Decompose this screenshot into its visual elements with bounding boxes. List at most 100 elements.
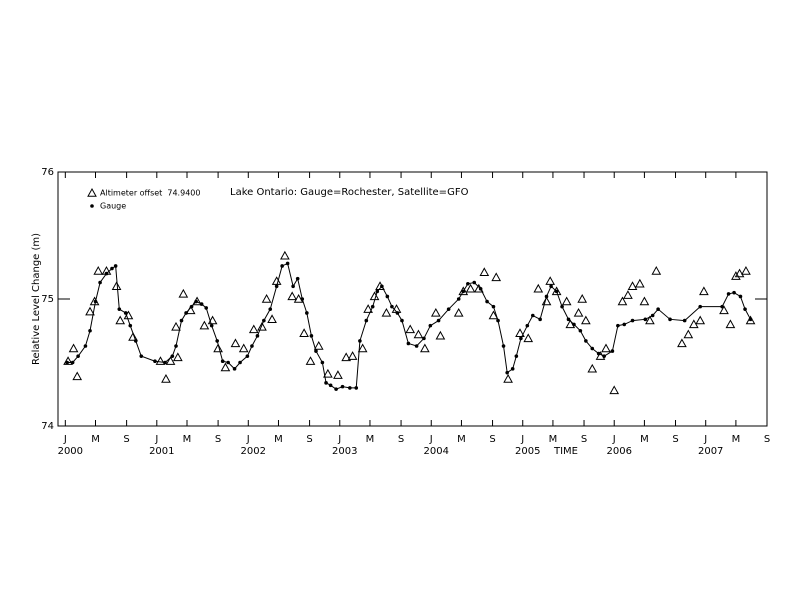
altimeter-point <box>85 306 95 316</box>
gauge-point <box>204 306 209 310</box>
gauge-point <box>70 360 75 365</box>
x-tick-label: S <box>581 434 587 445</box>
gauge-point <box>163 360 167 365</box>
x-tick-label: M <box>274 434 283 445</box>
gauge-point <box>630 318 635 323</box>
x-tick-label: S <box>672 434 678 445</box>
gauge-point <box>668 317 672 322</box>
gauge-line <box>67 262 751 390</box>
altimeter-point <box>677 338 687 348</box>
gauge-point <box>380 284 384 289</box>
gauge-point <box>113 264 118 268</box>
altimeter-point <box>165 356 176 365</box>
chart-title: Lake Ontario: Gauge=Rochester, Satellite… <box>230 187 469 198</box>
altimeter-point <box>128 332 138 341</box>
altimeter-point <box>627 281 638 290</box>
gauge-point <box>83 344 88 348</box>
gauge-point <box>682 318 687 323</box>
altimeter-point <box>561 296 572 306</box>
altimeter-point <box>172 352 183 362</box>
gauge-point <box>245 354 250 358</box>
gauge-point <box>501 344 506 348</box>
gauge-point <box>560 304 564 309</box>
altimeter-point <box>369 291 380 301</box>
x-tick-label: M <box>183 434 192 445</box>
altimeter-point <box>287 291 298 301</box>
gauge-point <box>280 264 284 268</box>
altimeter-point <box>577 293 588 303</box>
gauge-point <box>566 317 571 322</box>
gauge-point <box>496 318 500 323</box>
altimeter-point <box>573 307 584 317</box>
gauge-point <box>584 339 588 343</box>
gauge-point <box>385 294 390 299</box>
gauge-point <box>199 302 204 306</box>
gauge-point <box>340 384 345 389</box>
gauge-point <box>174 344 178 348</box>
gauge-point <box>305 311 309 315</box>
y-axis-label: Relative Level Change (m) <box>31 233 42 365</box>
altimeter-point <box>171 321 181 331</box>
altimeter-point <box>72 371 83 381</box>
gauge-point <box>189 304 194 309</box>
legend-marker <box>90 204 94 208</box>
gauge-point <box>255 334 260 338</box>
gauge-point <box>720 304 724 309</box>
gauge-point <box>422 336 426 341</box>
gauge-point <box>650 313 655 318</box>
gauge-point <box>485 299 489 304</box>
gauge-point <box>268 307 273 311</box>
gauge-point <box>590 346 595 351</box>
x-tick-label: M <box>549 434 558 445</box>
altimeter-point <box>699 286 709 296</box>
gauge-point <box>491 304 496 309</box>
gauge-point <box>538 317 542 322</box>
altimeter-point <box>695 315 706 325</box>
x-tick-label: M <box>366 434 375 445</box>
gauge-point <box>328 383 333 388</box>
gauge-point <box>274 284 279 289</box>
gauge-point <box>226 360 230 365</box>
gauge-point <box>732 290 736 295</box>
legend-label: Gauge <box>100 202 126 211</box>
altimeter-point <box>248 324 259 334</box>
altimeter-point <box>731 271 741 280</box>
altimeter-point <box>111 281 122 290</box>
altimeter-point <box>420 343 430 353</box>
x-tick-label: S <box>489 434 495 445</box>
x-tick-label: S <box>306 434 312 445</box>
gauge-point <box>250 344 254 348</box>
altimeter-point <box>68 343 79 353</box>
altimeter-point <box>734 268 745 278</box>
altimeter-point <box>634 278 645 288</box>
year-label: 2002 <box>241 446 266 457</box>
x-axis-label: TIME <box>553 446 578 457</box>
gauge-point <box>544 294 549 299</box>
gauge-point <box>184 311 188 315</box>
altimeter-point <box>465 283 476 293</box>
altimeter-point <box>645 315 655 325</box>
y-tick-label: 76 <box>41 167 54 178</box>
gauge-point <box>334 387 338 391</box>
gauge-point <box>456 297 461 301</box>
gauge-point <box>602 354 606 358</box>
altimeter-point <box>323 368 333 378</box>
altimeter-point <box>341 352 352 362</box>
gauge-point <box>428 323 433 328</box>
altimeter-point <box>267 314 277 324</box>
gauge-point <box>194 299 198 304</box>
altimeter-point <box>207 315 218 325</box>
gauge-point <box>472 280 477 285</box>
gauge-point <box>232 367 237 371</box>
altimeter-point <box>430 307 441 317</box>
gauge-point <box>209 323 214 328</box>
altimeter-point <box>741 266 751 275</box>
gauge-point <box>743 307 747 311</box>
altimeter-point <box>745 315 756 325</box>
gauge-point <box>300 297 305 301</box>
gauge-point <box>446 307 451 311</box>
gauge-point <box>93 299 98 304</box>
gauge-point <box>179 318 184 323</box>
year-label: 2003 <box>332 446 357 457</box>
